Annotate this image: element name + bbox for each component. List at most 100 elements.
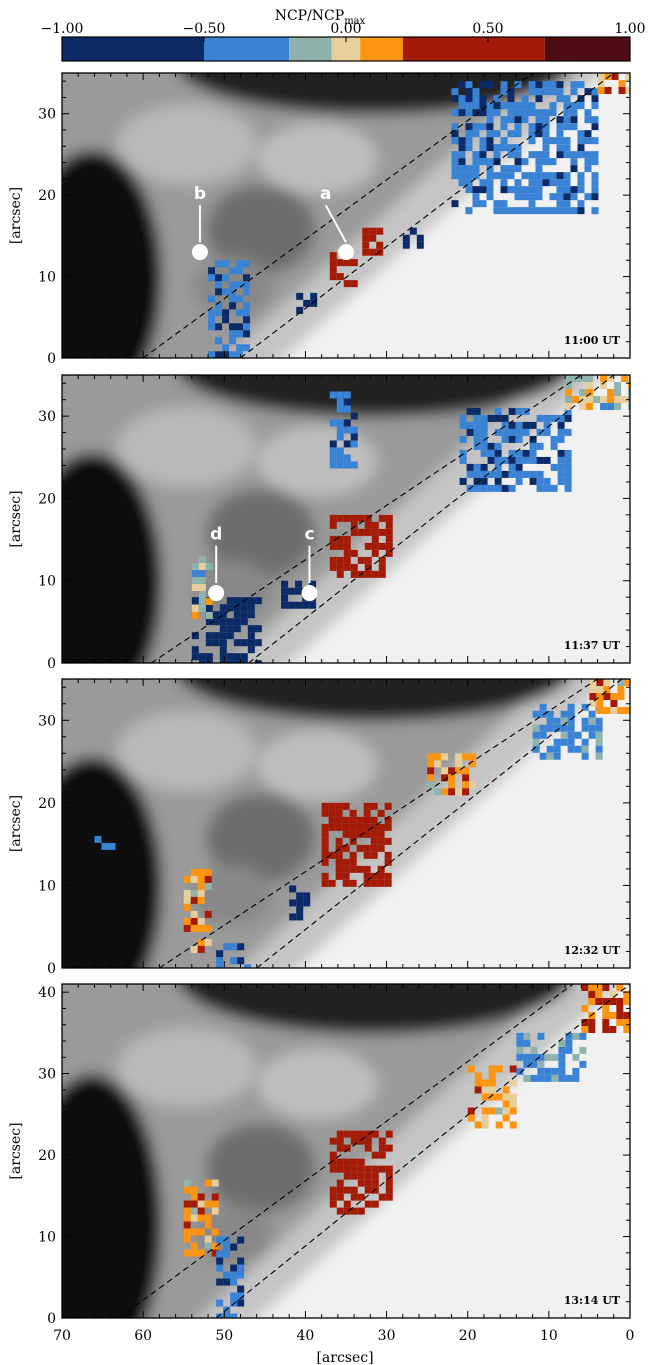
ncp-pixel (603, 707, 611, 714)
ncp-pixel (465, 123, 473, 131)
ncp-pixel (350, 1137, 358, 1145)
ncp-pixel (577, 81, 585, 89)
ncp-pixel (466, 463, 474, 471)
ncp-pixel (560, 724, 568, 732)
ncp-pixel (190, 1186, 198, 1194)
ncp-pixel (544, 1067, 552, 1075)
ncp-pixel (208, 295, 216, 303)
ncp-pixel (384, 823, 392, 831)
ncp-pixel (236, 323, 244, 331)
ncp-pixel (458, 102, 466, 110)
ncp-pixel (465, 165, 473, 173)
ncp-pixel (550, 463, 558, 471)
ncp-pixel (216, 964, 224, 968)
ncp-pixel (237, 1264, 245, 1272)
ncp-patch (296, 292, 318, 314)
ncp-pixel (343, 440, 351, 448)
ncp-pixel (219, 625, 227, 633)
ncp-pixel (191, 653, 199, 661)
ncp-pixel (474, 1086, 482, 1094)
ncp-pixel (204, 875, 212, 883)
ncp-pixel (455, 753, 463, 761)
ncp-pixel (544, 1074, 552, 1082)
x-tick-label: 30 (378, 1328, 396, 1344)
ncp-pixel (514, 158, 522, 166)
ncp-pixel (614, 382, 622, 389)
ncp-pixel (281, 580, 289, 588)
ncp-pixel (553, 738, 561, 746)
ncp-pixel (385, 1172, 393, 1180)
ncp-pixel (551, 1053, 559, 1061)
ncp-pixel (226, 625, 234, 633)
ncp-pixel (247, 646, 255, 654)
ncp-pixel (549, 137, 557, 145)
granulation-patch (257, 426, 378, 497)
ncp-pixel (356, 816, 364, 824)
ncp-pixel (211, 1228, 219, 1236)
ncp-pixel (236, 295, 244, 303)
ncp-pixel (350, 259, 358, 267)
ncp-pixel (607, 389, 615, 396)
ncp-pixel (584, 109, 592, 117)
ncp-pixel (500, 172, 508, 180)
ncp-patch (216, 1236, 245, 1318)
ncp-pixel (335, 872, 343, 880)
ncp-pixel (458, 137, 466, 145)
ncp-pixel (591, 95, 599, 103)
ncp-pixel (197, 889, 205, 897)
ncp-pixel (208, 316, 216, 324)
ncp-pixel (336, 535, 344, 543)
ncp-pixel (516, 1067, 524, 1075)
ncp-pixel (385, 1186, 393, 1194)
ncp-pixel (385, 1193, 393, 1201)
ncp-pixel (243, 281, 251, 289)
ncp-pixel (472, 158, 480, 166)
dark-region-top (179, 679, 570, 722)
ncp-pixel (329, 514, 337, 522)
ncp-pixel (215, 281, 223, 289)
ncp-pixel (487, 484, 495, 492)
ncp-pixel (570, 158, 578, 166)
ncp-patch (329, 1130, 393, 1215)
ncp-pixel (236, 267, 244, 275)
ncp-pixel (336, 1165, 344, 1173)
ncp-pixel (378, 1193, 386, 1201)
ncp-pixel (558, 1067, 566, 1075)
ncp-pixel (581, 1026, 589, 1033)
ncp-patch (183, 868, 212, 953)
ncp-pixel (378, 556, 386, 564)
marker-label: a (320, 184, 331, 204)
ncp-patch (191, 556, 213, 620)
ncp-pixel (591, 172, 599, 180)
ncp-pixel (586, 375, 594, 382)
ncp-pixel (565, 1039, 573, 1047)
ncp-pixel (409, 227, 417, 235)
ncp-pixel (563, 123, 571, 131)
ncp-pixel (530, 1046, 538, 1054)
ncp-pixel (494, 442, 502, 450)
ncp-pixel (494, 449, 502, 457)
ncp-pixel (514, 102, 522, 110)
ncp-pixel (474, 1121, 482, 1129)
ncp-pixel (486, 186, 494, 194)
ncp-pixel (377, 844, 385, 852)
ncp-pixel (204, 1242, 212, 1250)
ncp-pixel (364, 570, 372, 578)
time-label: 11:37 UT (564, 639, 621, 652)
ncp-pixel (329, 391, 337, 399)
ncp-pixel (532, 745, 540, 753)
ncp-pixel (543, 414, 551, 422)
ncp-pixel (481, 1121, 489, 1129)
ncp-pixel (190, 875, 198, 883)
ncp-pixel (240, 604, 248, 612)
ncp-pixel (486, 81, 494, 89)
ncp-pixel (581, 984, 589, 991)
ncp-pixel (494, 463, 502, 471)
ncp-pixel (528, 151, 536, 159)
ncp-pixel (556, 151, 564, 159)
ncp-pixel (549, 88, 557, 96)
ncp-pixel (500, 186, 508, 194)
y-tick-label: 10 (38, 270, 56, 286)
ncp-pixel (204, 924, 212, 932)
ncp-pixel (335, 865, 343, 873)
